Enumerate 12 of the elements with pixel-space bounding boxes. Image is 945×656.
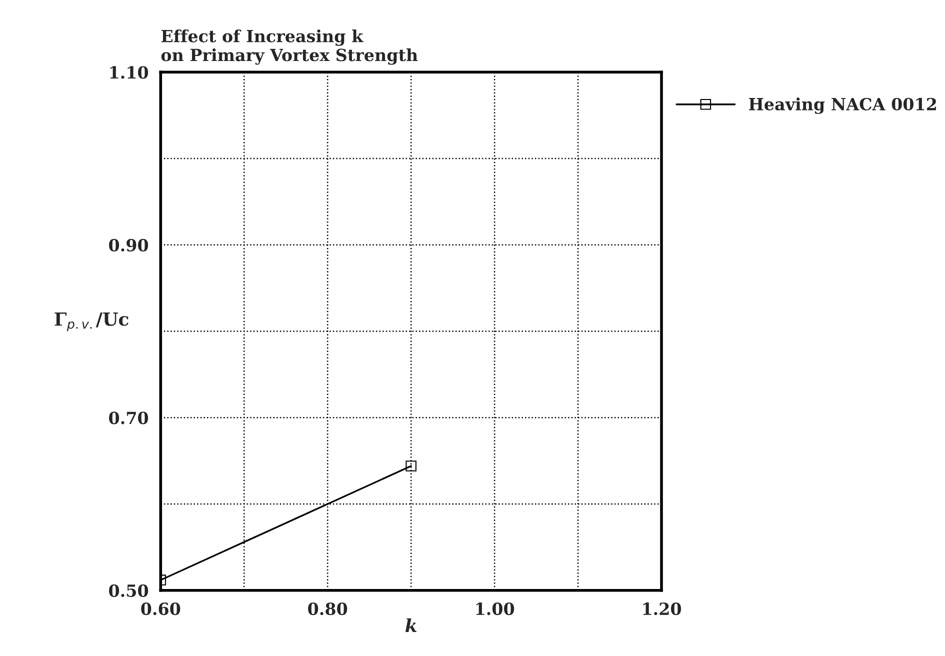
legend-label: Heaving NACA 0012 bbox=[748, 98, 936, 114]
y-axis-title: Γ$_{p.v.}$/Uc bbox=[54, 312, 128, 332]
y-tick-label: 0.90 bbox=[109, 238, 148, 252]
x-tick-label: 1.20 bbox=[643, 602, 682, 616]
y-tick-label: 1.10 bbox=[110, 66, 148, 79]
y-tick-label: 0.70 bbox=[109, 412, 148, 424]
y-tick-label: 0.50 bbox=[109, 584, 148, 597]
x-axis-title: k bbox=[405, 618, 417, 632]
chart-title: Effect of Increasing k on Primary Vortex Strength bbox=[161, 29, 418, 65]
x-tick-label: 0.80 bbox=[308, 602, 348, 616]
x-tick-label: 1.00 bbox=[476, 602, 514, 616]
x-tick-label: 0.60 bbox=[141, 602, 180, 616]
